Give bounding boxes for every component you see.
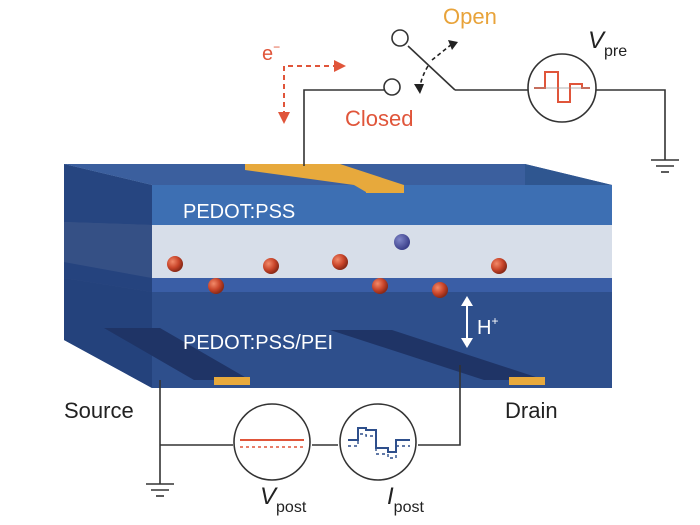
top-layer-label: PEDOT:PSS	[183, 201, 295, 223]
ammeter-icon	[339, 403, 417, 481]
i-post-label: Ipost	[387, 483, 424, 516]
electrolyte-front	[152, 225, 612, 278]
electron-label: e−	[262, 40, 280, 65]
v-pre-label: Vpre	[588, 27, 627, 60]
ion	[491, 258, 507, 274]
bottom-layer-label: PEDOT:PSS/PEI	[183, 332, 333, 354]
gate-electrode-tip	[366, 185, 404, 193]
gate-electrode	[245, 164, 404, 192]
source-channel	[104, 328, 250, 380]
wires	[159, 45, 666, 484]
ground-icon	[146, 483, 174, 497]
drain-label: Drain	[505, 398, 558, 423]
ion	[372, 278, 388, 294]
ion	[208, 278, 224, 294]
ion	[263, 258, 279, 274]
v-post-meter-icon	[233, 403, 311, 481]
device-slab	[64, 164, 612, 388]
proton-label: H+	[477, 314, 498, 339]
ion	[432, 282, 448, 298]
ground-icon	[651, 159, 679, 173]
ions	[167, 234, 507, 298]
ion-dim	[394, 234, 410, 250]
source-electrode	[214, 377, 250, 385]
ion	[167, 256, 183, 272]
switch-closed-terminal	[383, 78, 401, 96]
drain-electrode	[509, 377, 545, 385]
electron-flow: e−	[262, 40, 346, 124]
v-post-label: Vpost	[260, 483, 307, 516]
closed-label: Closed	[345, 106, 413, 131]
left-face	[64, 164, 152, 388]
proton-arrow	[461, 296, 473, 348]
ion	[332, 254, 348, 270]
switch-open-terminal	[391, 29, 409, 47]
open-label: Open	[443, 4, 497, 29]
voltage-source-icon	[527, 53, 597, 123]
source-label: Source	[64, 398, 134, 423]
switch-icon	[414, 40, 458, 94]
drain-channel	[330, 330, 545, 380]
